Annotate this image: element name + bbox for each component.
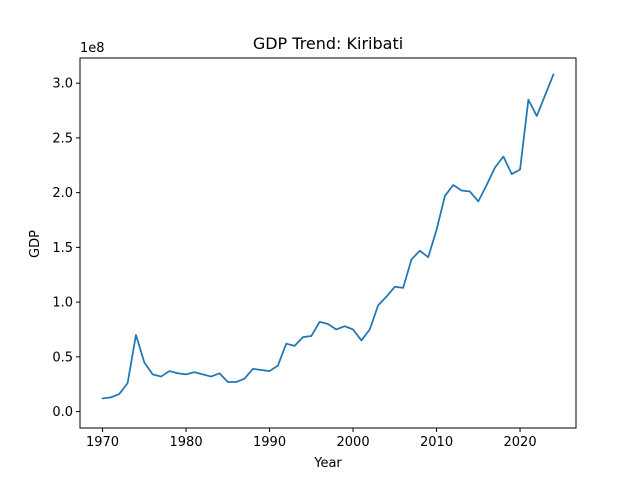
x-tick-label: 2010 [420, 435, 453, 450]
y-axis-label: GDP [28, 230, 43, 258]
x-axis-label: Year [313, 456, 342, 471]
y-tick-label: 2.5 [52, 131, 73, 146]
x-tick-label: 2000 [337, 435, 370, 450]
y-tick-label: 0.5 [52, 350, 73, 365]
y-tick-label: 1.5 [52, 241, 73, 256]
x-tick-label: 2020 [504, 435, 537, 450]
y-tick-label: 3.0 [52, 77, 73, 92]
plot-frame [79, 57, 577, 429]
y-tick-label: 2.0 [52, 186, 73, 201]
x-tick-label: 1990 [253, 435, 286, 450]
y-tick-label: 1.0 [52, 296, 73, 311]
y-axis-ticks: 0.0 0.5 1.0 1.5 2.0 2.5 3.0 [52, 77, 80, 420]
x-axis-ticks: 1970 1980 1990 2000 2010 2020 [86, 428, 537, 450]
gdp-series-line [101, 73, 555, 400]
x-tick-label: 1980 [170, 435, 203, 450]
y-tick-label: 0.0 [52, 405, 73, 420]
y-offset-label: 1e8 [80, 41, 105, 56]
x-tick-label: 1970 [86, 435, 119, 450]
chart-title: GDP Trend: Kiribati [253, 34, 403, 53]
